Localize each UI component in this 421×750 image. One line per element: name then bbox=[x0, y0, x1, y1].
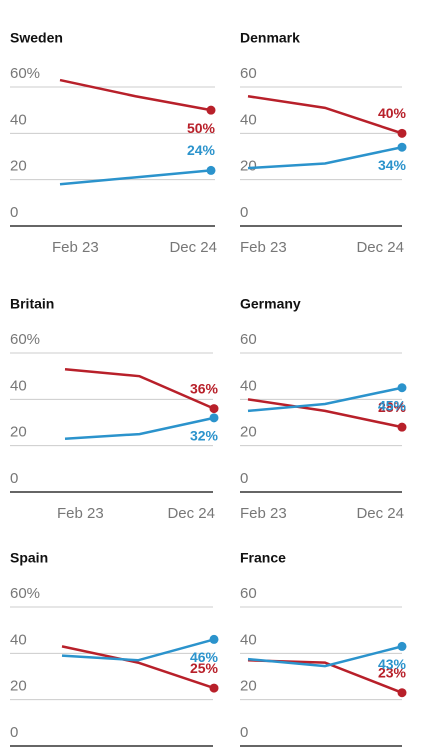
value-label: 28% bbox=[378, 399, 407, 415]
x-tick-label: Dec 24 bbox=[356, 239, 404, 256]
end-dot bbox=[209, 683, 219, 693]
panel-title: France bbox=[240, 550, 286, 566]
y-tick-label: 20 bbox=[240, 678, 257, 695]
x-tick-label: Feb 23 bbox=[57, 505, 104, 522]
y-tick-label: 20 bbox=[10, 424, 27, 441]
value-label: 23% bbox=[378, 664, 407, 680]
series-line bbox=[59, 169, 212, 186]
end-dot bbox=[209, 634, 219, 644]
y-tick-label: 60 bbox=[240, 585, 257, 602]
value-label: 34% bbox=[378, 157, 407, 173]
series-line bbox=[247, 645, 403, 668]
y-tick-label: 0 bbox=[240, 204, 248, 221]
panel-title: Sweden bbox=[10, 30, 63, 46]
y-tick-label: 20 bbox=[10, 158, 27, 175]
value-label: 24% bbox=[187, 142, 216, 158]
y-tick-label: 0 bbox=[240, 724, 248, 741]
series-line bbox=[61, 645, 215, 690]
series-line bbox=[64, 367, 215, 410]
y-tick-label: 40 bbox=[240, 631, 257, 648]
value-label: 46% bbox=[190, 649, 219, 665]
y-tick-label: 0 bbox=[240, 470, 248, 487]
value-label: 40% bbox=[378, 105, 407, 121]
y-tick-label: 0 bbox=[10, 724, 18, 741]
x-tick-label: Dec 24 bbox=[167, 505, 215, 522]
series-line bbox=[64, 416, 215, 440]
value-label: 36% bbox=[190, 380, 219, 396]
y-tick-label: 60% bbox=[10, 585, 40, 602]
end-dot bbox=[209, 404, 219, 414]
end-dot bbox=[397, 422, 407, 432]
series-line bbox=[247, 398, 403, 429]
x-tick-label: Feb 23 bbox=[240, 239, 287, 256]
end-dot bbox=[397, 688, 407, 698]
x-tick-label: Feb 23 bbox=[52, 239, 99, 256]
y-tick-label: 60 bbox=[240, 65, 257, 82]
series-line bbox=[247, 146, 403, 170]
panel-title: Britain bbox=[10, 296, 54, 312]
y-tick-label: 40 bbox=[10, 631, 27, 648]
value-label: 32% bbox=[190, 428, 219, 444]
end-dot bbox=[206, 105, 216, 115]
x-tick-label: Feb 23 bbox=[240, 505, 287, 522]
y-tick-label: 20 bbox=[240, 158, 257, 175]
end-dot bbox=[397, 641, 407, 651]
y-tick-label: 60% bbox=[10, 331, 40, 348]
series-line bbox=[61, 638, 215, 662]
panel-title: Spain bbox=[10, 550, 48, 566]
y-tick-label: 0 bbox=[10, 204, 18, 221]
y-tick-label: 60 bbox=[240, 331, 257, 348]
y-tick-label: 60% bbox=[10, 65, 40, 82]
y-tick-label: 40 bbox=[10, 377, 27, 394]
end-dot bbox=[397, 383, 407, 393]
y-tick-label: 20 bbox=[10, 678, 27, 695]
series-line bbox=[247, 386, 403, 413]
y-tick-label: 40 bbox=[240, 111, 257, 128]
end-dot bbox=[397, 142, 407, 152]
series-line bbox=[59, 78, 212, 112]
end-dot bbox=[397, 128, 407, 138]
value-label: 43% bbox=[378, 656, 407, 672]
y-tick-label: 40 bbox=[240, 377, 257, 394]
panel-title: Germany bbox=[240, 296, 301, 312]
value-label: 25% bbox=[190, 660, 219, 676]
end-dot bbox=[209, 413, 219, 423]
x-tick-label: Dec 24 bbox=[356, 505, 404, 522]
value-label: 50% bbox=[187, 120, 216, 136]
panel-title: Denmark bbox=[240, 30, 300, 46]
y-tick-label: 0 bbox=[10, 470, 18, 487]
value-label: 45% bbox=[378, 397, 407, 413]
y-tick-label: 40 bbox=[10, 111, 27, 128]
x-tick-label: Dec 24 bbox=[169, 239, 217, 256]
end-dot bbox=[206, 165, 216, 175]
y-tick-label: 20 bbox=[240, 424, 257, 441]
series-line bbox=[247, 95, 403, 135]
